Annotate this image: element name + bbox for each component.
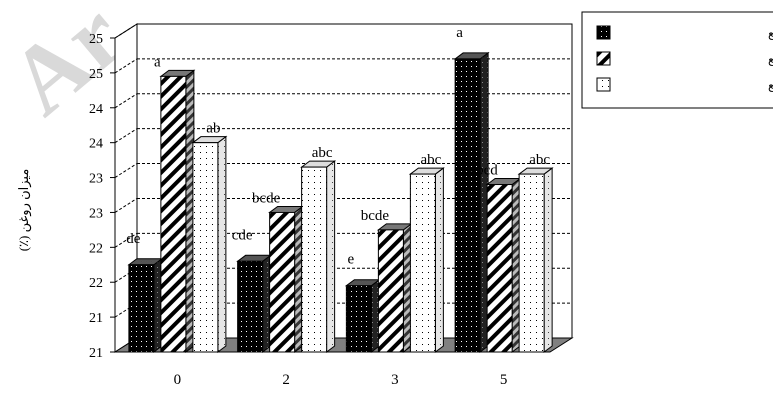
y-tick-label: 22 <box>89 276 103 291</box>
bar-side <box>217 135 227 353</box>
bar <box>128 264 155 353</box>
y-tick-label: 23 <box>89 172 103 187</box>
data-label: bcde <box>361 208 390 224</box>
data-label: e <box>348 252 355 268</box>
bar <box>269 211 296 353</box>
gridline-side <box>114 198 138 213</box>
bar <box>518 173 545 353</box>
bar <box>192 142 219 353</box>
legend-label: تراکم ۲۰ بوته در متر مربع <box>768 78 773 92</box>
bars-group <box>127 51 554 353</box>
bar <box>486 184 513 353</box>
data-labels: de a ab cde bcde abc e bcde abc a abcd abc <box>126 25 550 268</box>
data-label: a <box>154 54 161 70</box>
x-category-label: 0 <box>174 372 182 388</box>
bar <box>345 285 372 353</box>
y-axis-label: میزان روغن (٪) <box>16 169 32 252</box>
y-tick-label: 21 <box>89 346 103 361</box>
data-label: abc <box>529 152 550 168</box>
bar <box>409 173 436 353</box>
x-axis-categories: 0 2 3 5 <box>174 372 508 388</box>
y-tick-label: 24 <box>89 102 103 117</box>
data-label: a <box>456 25 463 41</box>
bar <box>160 75 187 353</box>
bar <box>454 58 481 353</box>
gridline-side <box>114 58 138 74</box>
y-tick-label: 23 <box>89 206 103 221</box>
legend-box <box>581 11 773 109</box>
legend-swatch <box>596 51 611 66</box>
legend-label: تراکم ۹ بوته در متر مربع <box>768 26 773 40</box>
legend-swatch <box>596 25 611 40</box>
y-tick-label: 25 <box>89 67 103 82</box>
bar <box>237 260 264 353</box>
bar-side <box>326 160 336 353</box>
data-label: abc <box>312 145 333 161</box>
bar <box>377 229 404 353</box>
gridline-side <box>114 23 138 39</box>
y-axis-ticks: 21 21 22 22 23 23 24 24 25 25 <box>89 32 116 361</box>
x-category-label: 3 <box>391 372 399 388</box>
bar-side <box>434 167 444 353</box>
data-label: de <box>126 231 141 247</box>
bar-side <box>543 167 553 353</box>
y-tick-label: 22 <box>89 241 103 256</box>
y-tick-label: 21 <box>89 311 103 326</box>
legend-label: تراکم ۱۳ بوته در متر مربع <box>768 52 773 66</box>
legend: تراکم ۹ بوته در متر مربع تراکم ۱۳ بوته در… <box>581 11 773 109</box>
gridline-side <box>114 163 138 178</box>
x-category-label: 2 <box>282 372 290 388</box>
legend-swatch <box>596 77 611 92</box>
data-label: cde <box>232 227 253 243</box>
data-label: ab <box>206 121 220 137</box>
data-label: abcd <box>469 163 498 179</box>
bar <box>301 166 328 353</box>
data-label: abc <box>420 152 441 168</box>
y-tick-label: 24 <box>89 137 103 152</box>
x-category-label: 5 <box>500 372 508 388</box>
gridline-side <box>114 232 138 248</box>
y-tick-label: 25 <box>89 32 103 47</box>
gridline-side <box>114 93 138 109</box>
gridline-side <box>114 128 138 144</box>
data-label: bcde <box>252 190 281 206</box>
